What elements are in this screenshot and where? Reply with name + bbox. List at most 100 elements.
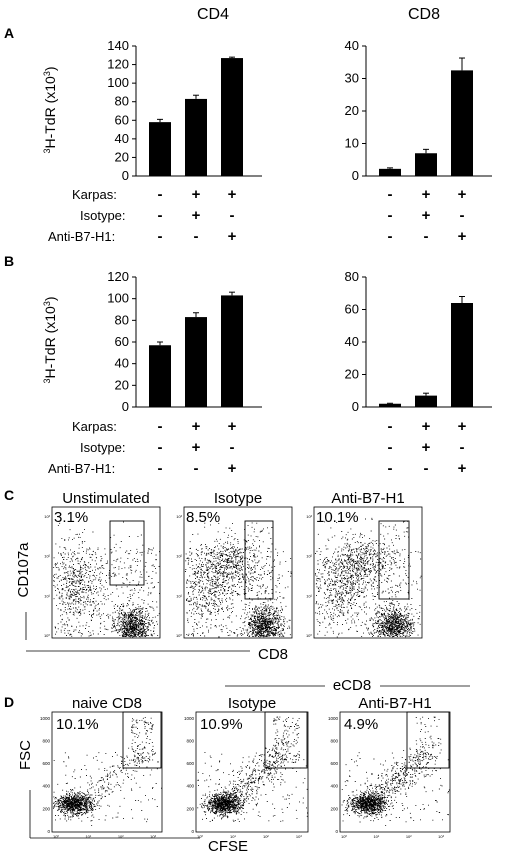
condition-symbol: - (460, 207, 465, 224)
log-tick-x: 10⁰ (53, 834, 59, 839)
y-tick-label: 40 (345, 38, 359, 53)
bar-charts: 0 20 40 60 80 100 120 140 - + + - + - - - +0 10 20 30 40 - + + -… (107, 38, 492, 477)
condition-symbol: - (388, 228, 393, 245)
condition-label-anti-b7-h1: Anti-B7-H1: (48, 461, 115, 476)
condition-symbol: + (458, 186, 467, 203)
y-tick-label: 200 (330, 806, 338, 811)
y-tick-label: 80 (345, 269, 359, 284)
y-tick-label: 200 (186, 806, 194, 811)
y-tick-label: 400 (186, 784, 194, 789)
condition-symbol: + (458, 460, 467, 477)
y-tick-label: 1000 (40, 716, 51, 721)
log-tick-y: 10¹ (306, 593, 312, 598)
y-tick-label: 100 (107, 75, 129, 90)
bar (451, 303, 473, 407)
log-tick-y: 10⁰ (306, 633, 312, 638)
flow-d-title: naive CD8 (72, 695, 142, 712)
bar-chart-b-cd4: 0 20 40 60 80 100 120 - + + - + - - - + (107, 269, 262, 477)
condition-symbol: - (158, 207, 163, 224)
condition-symbol: + (228, 186, 237, 203)
gate (109, 520, 145, 586)
bar (379, 168, 401, 176)
flow-c-plot: Isotype 8.5% 10⁰ 10¹ 10² 10³ (176, 490, 293, 639)
y-tick-label: 0 (122, 399, 129, 414)
condition-symbol: - (460, 439, 465, 456)
flow-c-xlabel: CD8 (258, 646, 288, 663)
y-tick-label: 30 (345, 71, 359, 86)
bar (415, 153, 437, 176)
log-tick-x: 10³ (150, 834, 156, 839)
condition-label-karpas: Karpas: (72, 187, 117, 202)
flow-c-percent: 8.5% (186, 509, 220, 526)
flow-d-dots (341, 716, 450, 826)
condition-symbol: - (158, 418, 163, 435)
flow-c-percent: 10.1% (316, 509, 359, 526)
plot-frame (51, 711, 163, 833)
flow-d-dots (53, 716, 162, 826)
condition-symbol: - (424, 460, 429, 477)
log-tick-x: 10⁰ (341, 834, 347, 839)
condition-symbol: + (192, 439, 201, 456)
condition-symbol: - (158, 460, 163, 477)
y-tick-label: 1000 (184, 716, 195, 721)
log-tick-x: 10² (118, 834, 124, 839)
condition-symbol: + (228, 460, 237, 477)
y-tick-label: 0 (191, 829, 194, 834)
condition-symbol: + (192, 418, 201, 435)
condition-symbol: - (230, 207, 235, 224)
condition-symbol: - (424, 228, 429, 245)
y-tick-label: 80 (115, 312, 129, 327)
condition-symbol: + (458, 228, 467, 245)
y-tick-label: 140 (107, 38, 129, 53)
y-tick-label: 20 (345, 367, 359, 382)
y-tick-label: 600 (330, 761, 338, 766)
bar (185, 98, 207, 176)
y-tick-label: 10 (345, 136, 359, 151)
conditions-panel-b: Karpas: Isotype: Anti-B7-H1: (48, 419, 126, 476)
plot-frame (339, 711, 451, 833)
y-tick-label: 0 (352, 168, 359, 183)
panel-label-c: C (4, 487, 14, 503)
gate (378, 520, 410, 600)
bar (185, 317, 207, 407)
flow-c-dots (53, 518, 160, 638)
y-tick-label: 1000 (328, 716, 339, 721)
y-tick-label: 400 (42, 784, 50, 789)
y-tick-label: 80 (115, 94, 129, 109)
y-tick-label: 40 (115, 356, 129, 371)
log-tick-y: 10⁰ (44, 633, 50, 638)
condition-symbol: - (230, 439, 235, 456)
flow-c-plot: Anti-B7-H1 10.1% 10⁰ 10¹ 10² 10³ (306, 490, 423, 639)
condition-label-isotype: Isotype: (80, 208, 126, 223)
log-tick-x: 10³ (438, 834, 444, 839)
condition-symbol: - (158, 228, 163, 245)
log-tick-y: 10³ (176, 514, 182, 519)
condition-symbol: - (388, 460, 393, 477)
flow-c-plots: Unstimulated 3.1% 10⁰ 10¹ 10² 10³ Isotype 8.5% 1… (44, 490, 423, 639)
flow-d-plot: Isotype 10.9% 0 200 400 600 800 1000 10⁰ 10¹ 10² 10… (184, 695, 309, 839)
y-tick-label: 600 (42, 761, 50, 766)
y-tick-label: 60 (115, 334, 129, 349)
bar (221, 58, 243, 177)
flow-d-percent: 10.1% (56, 716, 99, 733)
condition-symbol: - (158, 439, 163, 456)
flow-d-ylabel: FSC (17, 740, 34, 770)
flow-d-title: Isotype (228, 695, 276, 712)
log-tick-x: 10³ (296, 834, 302, 839)
ylabel-panel-a: 3H-TdR (x103) (42, 66, 58, 153)
column-title-cd4: CD4 (197, 6, 229, 23)
flow-d-plot: naive CD8 10.1% 0 200 400 600 800 1000 10⁰ 10¹ 10²… (40, 695, 163, 839)
flow-d-percent: 4.9% (344, 716, 378, 733)
condition-symbol: - (388, 418, 393, 435)
condition-symbol: - (388, 439, 393, 456)
gate (122, 711, 162, 769)
log-tick-x: 10¹ (373, 834, 379, 839)
log-tick-y: 10³ (306, 514, 312, 519)
y-tick-label: 60 (115, 112, 129, 127)
plot-frame (51, 506, 161, 639)
bar (149, 345, 171, 407)
log-tick-x: 10⁰ (197, 834, 203, 839)
y-tick-label: 40 (345, 334, 359, 349)
plot-frame (183, 506, 293, 639)
condition-symbol: - (158, 186, 163, 203)
